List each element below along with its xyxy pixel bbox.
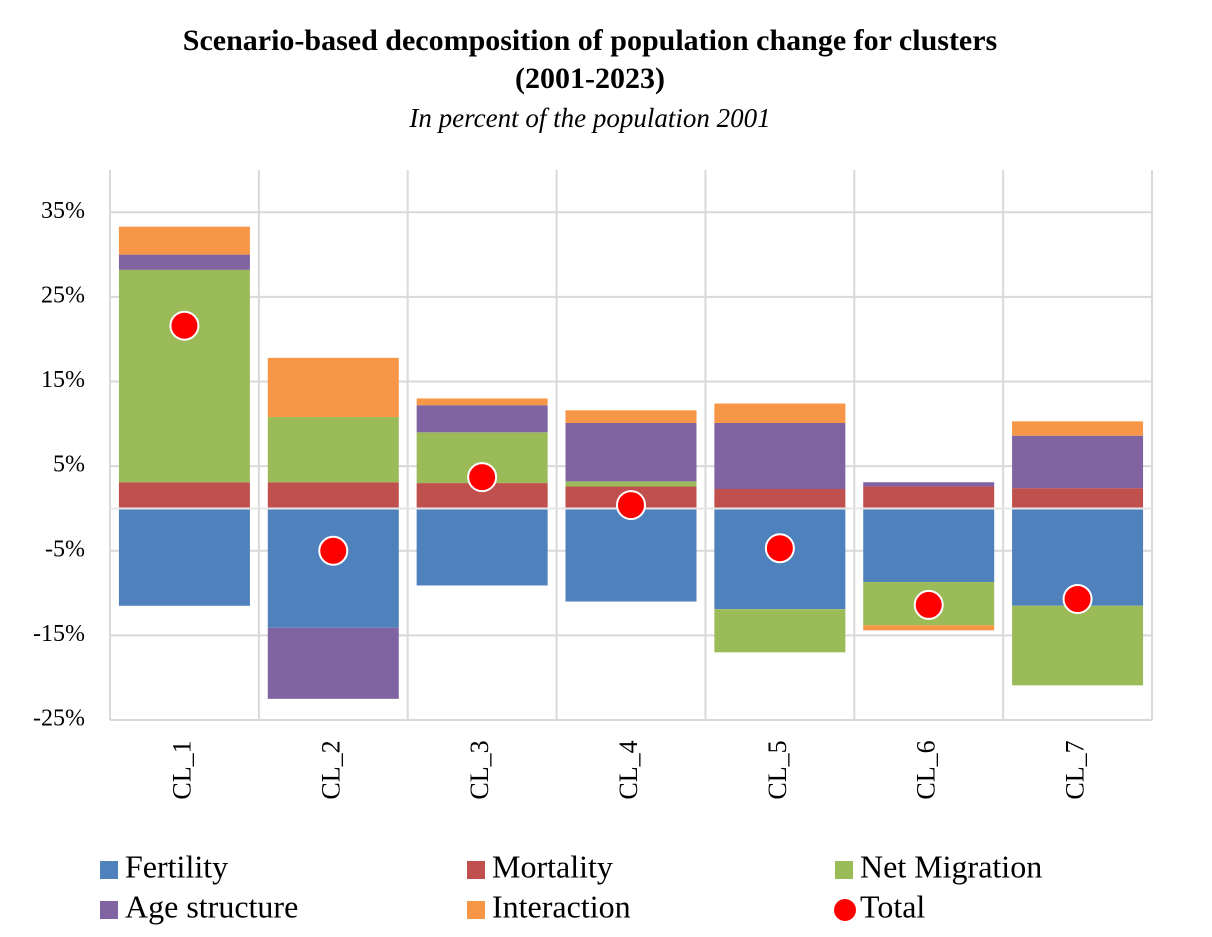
bar-segment bbox=[863, 625, 995, 631]
bar-segment bbox=[714, 403, 846, 423]
x-tick-label: CL_4 bbox=[614, 740, 643, 799]
x-tick-label: CL_7 bbox=[1061, 740, 1090, 799]
bar-segment bbox=[267, 357, 399, 418]
bar-segment bbox=[416, 405, 548, 433]
y-tick-label: 15% bbox=[41, 367, 85, 393]
bar-segment bbox=[118, 254, 250, 270]
y-tick-label: -5% bbox=[45, 536, 85, 562]
legend-label: Fertility bbox=[125, 848, 228, 884]
bar-segment bbox=[267, 508, 399, 628]
y-tick-label: -25% bbox=[33, 706, 85, 732]
x-tick-label: CL_1 bbox=[167, 740, 196, 799]
bar-segment bbox=[714, 609, 846, 653]
bar-segment bbox=[416, 508, 548, 586]
x-tick-label: CL_3 bbox=[465, 740, 494, 799]
legend-label: Net Migration bbox=[860, 848, 1042, 884]
bar-segment bbox=[714, 423, 846, 489]
legend-swatch bbox=[100, 901, 118, 919]
total-dot bbox=[467, 462, 498, 493]
bar-segment bbox=[863, 482, 995, 487]
total-dot bbox=[318, 535, 349, 566]
bar-segment bbox=[118, 226, 250, 255]
bar-segment bbox=[565, 508, 697, 602]
bar-segment bbox=[863, 508, 995, 583]
bar-segment bbox=[565, 481, 697, 487]
x-tick-label: CL_5 bbox=[763, 740, 792, 799]
legend-swatch bbox=[467, 861, 485, 879]
total-dot bbox=[169, 310, 200, 341]
legend-label: Mortality bbox=[492, 848, 613, 884]
bar-segment bbox=[267, 417, 399, 483]
chart-title: Scenario-based decomposition of populati… bbox=[182, 24, 998, 95]
bar-segment bbox=[118, 482, 250, 509]
legend-label: Total bbox=[860, 888, 925, 924]
bar-segment bbox=[118, 269, 250, 483]
total-dot bbox=[1062, 584, 1093, 614]
legend-swatch bbox=[835, 861, 853, 879]
bar-segment bbox=[565, 423, 697, 482]
chart-subtitle: In percent of the population 2001 bbox=[409, 103, 771, 133]
bar-segment bbox=[863, 486, 995, 509]
bar-segment bbox=[714, 489, 846, 509]
legend-swatch bbox=[100, 861, 118, 879]
bar-segment bbox=[565, 410, 697, 423]
bar-segment bbox=[267, 482, 399, 509]
total-dot bbox=[913, 589, 944, 620]
bar-segment bbox=[118, 508, 250, 606]
x-tick-label: CL_2 bbox=[316, 740, 345, 799]
total-dot bbox=[764, 533, 795, 564]
bar-segment bbox=[1012, 421, 1144, 436]
y-tick-label: 25% bbox=[41, 282, 85, 308]
legend-swatch bbox=[467, 901, 485, 919]
x-tick-label: CL_6 bbox=[912, 740, 941, 799]
legend-label: Interaction bbox=[492, 888, 631, 924]
y-tick-label: -15% bbox=[33, 621, 85, 647]
bar-segment bbox=[1012, 435, 1144, 489]
bar-segment bbox=[416, 398, 548, 406]
total-dot bbox=[616, 490, 646, 521]
legend-swatch bbox=[834, 899, 856, 921]
y-tick-label: 5% bbox=[53, 452, 85, 478]
bar-segment bbox=[1012, 605, 1144, 686]
legend-label: Age structure bbox=[125, 888, 298, 924]
y-tick-label: 35% bbox=[41, 198, 85, 224]
bar-segment bbox=[1012, 488, 1144, 509]
bar-segment bbox=[267, 627, 399, 699]
